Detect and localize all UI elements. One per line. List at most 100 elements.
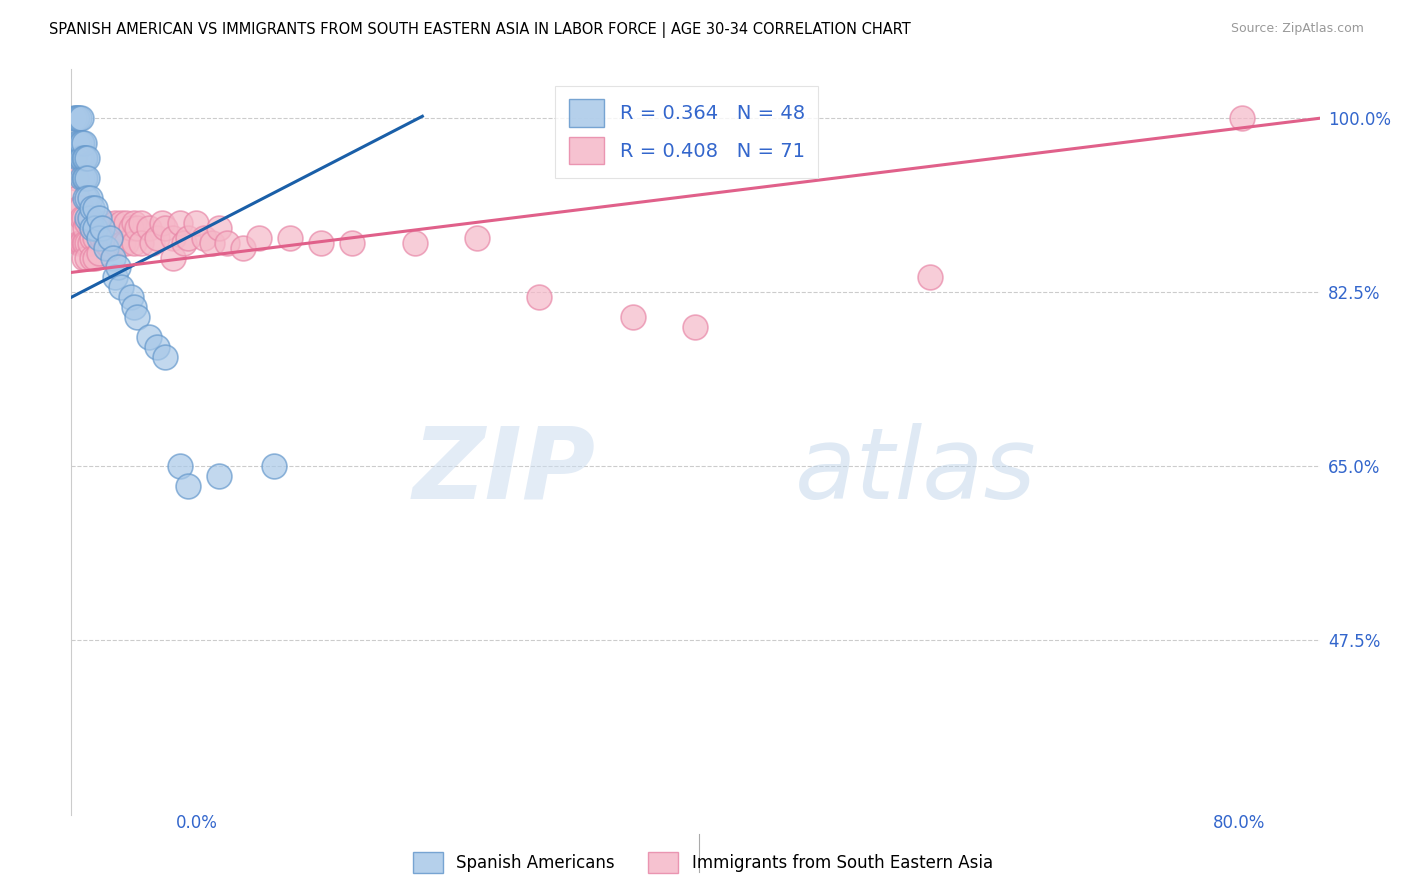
Point (73, 235, 96, 250)
Point (76, 170, 98, 185)
Point (146, 340, 169, 354)
Point (177, 230, 200, 244)
Point (70, 136, 93, 150)
Point (120, 290, 142, 304)
Point (169, 216, 191, 230)
Point (162, 251, 184, 265)
Point (75, 170, 97, 185)
Point (66, 136, 89, 150)
Point (125, 310, 148, 325)
Point (70, 211, 93, 225)
Point (141, 235, 163, 250)
Text: ZIP: ZIP (412, 423, 596, 520)
Point (110, 216, 132, 230)
Point (76, 235, 98, 250)
Point (138, 220, 160, 235)
Point (79, 191, 101, 205)
Point (73, 211, 96, 225)
Point (153, 220, 176, 235)
Point (125, 220, 148, 235)
Point (98, 241, 121, 255)
Point (69, 136, 91, 150)
Point (63, 112, 86, 126)
Point (69, 151, 91, 165)
Point (67, 235, 90, 250)
Point (103, 251, 125, 265)
Point (73, 170, 96, 185)
Point (73, 136, 96, 150)
Point (76, 211, 98, 225)
Point (111, 235, 134, 250)
Point (98, 230, 121, 244)
Point (184, 216, 207, 230)
Point (122, 216, 145, 230)
Point (94, 241, 117, 255)
Point (83, 220, 105, 235)
Text: 0.0%: 0.0% (176, 814, 218, 831)
Point (918, 270, 941, 285)
Point (309, 235, 332, 250)
Point (150, 216, 173, 230)
Legend: Spanish Americans, Immigrants from South Eastern Asia: Spanish Americans, Immigrants from South… (406, 846, 1000, 880)
Point (76, 251, 98, 265)
Point (80, 251, 103, 265)
Point (67, 112, 90, 126)
Point (76, 191, 98, 205)
Point (104, 216, 127, 230)
Point (340, 235, 363, 250)
Point (104, 235, 127, 250)
Point (89, 211, 111, 225)
Point (131, 216, 153, 230)
Point (83, 201, 105, 215)
Point (67, 201, 90, 215)
Point (247, 230, 270, 244)
Point (75, 151, 97, 165)
Point (65, 170, 87, 185)
Point (70, 235, 93, 250)
Point (107, 260, 129, 275)
Point (89, 226, 111, 240)
Point (232, 241, 254, 255)
Point (122, 300, 145, 314)
Point (83, 251, 105, 265)
Point (79, 235, 101, 250)
Point (65, 112, 87, 126)
Point (1230, 112, 1253, 126)
Point (79, 216, 101, 230)
Point (115, 216, 138, 230)
Point (98, 220, 121, 235)
Point (66, 112, 89, 126)
Point (177, 479, 200, 493)
Point (146, 230, 169, 244)
Point (69, 235, 91, 250)
Point (70, 170, 93, 185)
Point (621, 310, 644, 325)
Point (278, 230, 301, 244)
Point (69, 112, 91, 126)
Point (75, 191, 97, 205)
Point (69, 201, 91, 215)
Point (67, 220, 90, 235)
Text: 80.0%: 80.0% (1213, 814, 1265, 831)
Point (217, 235, 239, 250)
Point (120, 220, 142, 235)
Point (465, 230, 488, 244)
Point (138, 330, 160, 344)
Point (131, 235, 153, 250)
Point (529, 290, 551, 304)
Point (76, 151, 98, 165)
Point (162, 230, 184, 244)
Point (153, 350, 176, 364)
Point (80, 230, 103, 244)
Point (122, 235, 145, 250)
Point (110, 280, 132, 294)
Point (63, 151, 86, 165)
Legend: R = 0.364   N = 48, R = 0.408   N = 71: R = 0.364 N = 48, R = 0.408 N = 71 (555, 86, 818, 178)
Point (193, 230, 215, 244)
Point (75, 220, 97, 235)
Point (80, 220, 103, 235)
Point (91, 220, 114, 235)
Point (73, 251, 96, 265)
Point (201, 235, 224, 250)
Point (67, 136, 90, 150)
